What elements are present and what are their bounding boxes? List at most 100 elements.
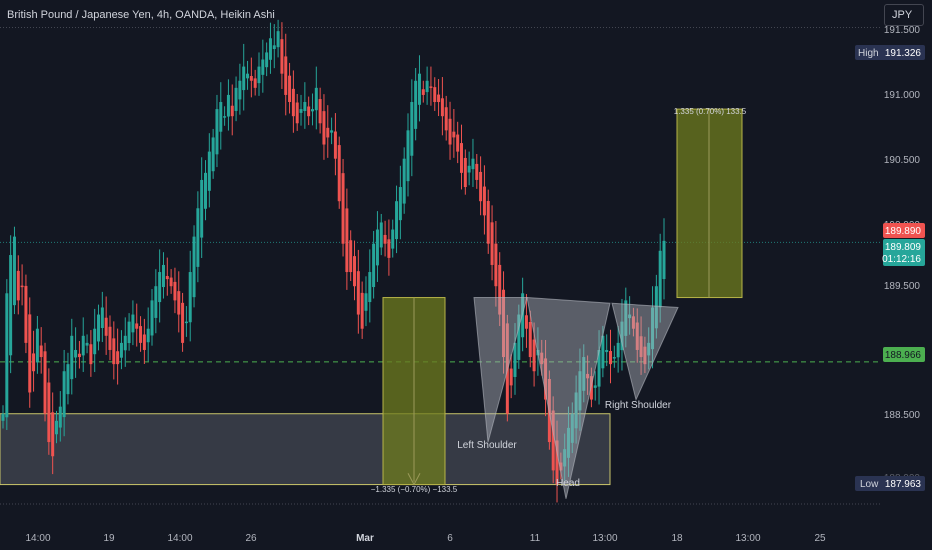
candle-body	[230, 105, 234, 117]
candle-body	[307, 106, 311, 117]
candle-body	[284, 56, 288, 95]
candle-body	[658, 250, 662, 308]
candle-body	[372, 243, 376, 288]
candle-body	[345, 208, 349, 273]
low-value: 187.963	[885, 479, 922, 490]
candle-body	[612, 357, 616, 359]
candle-body	[360, 292, 364, 329]
candle-body	[93, 328, 97, 355]
candle-body	[414, 80, 418, 129]
right-shoulder-triangle	[611, 302, 679, 402]
current-price-badge	[883, 239, 925, 266]
candle-body	[165, 276, 169, 280]
candle-body	[81, 335, 85, 356]
candle-body	[181, 302, 185, 343]
candle-body	[246, 73, 250, 79]
candle-body	[437, 94, 441, 103]
candle-body	[66, 364, 70, 395]
candle-body	[173, 281, 177, 301]
candle-body	[544, 358, 548, 400]
candle-body	[291, 88, 295, 117]
high-value: 191.326	[885, 48, 922, 59]
candle-body	[555, 440, 559, 485]
candle-body	[647, 342, 651, 356]
candle-body	[566, 427, 570, 458]
left-shoulder-label: Left Shoulder	[457, 440, 517, 451]
candle-body	[586, 373, 590, 379]
candle-body	[272, 45, 276, 50]
candle-body	[39, 345, 43, 358]
candle-body	[288, 75, 292, 103]
candle-body	[406, 130, 410, 182]
candle-body	[322, 111, 326, 145]
candle-body	[211, 137, 215, 172]
candle-body	[12, 236, 16, 306]
current-price-value: 189.809	[885, 242, 922, 253]
candle-body	[609, 351, 613, 365]
right-shoulder-label: Right Shoulder	[605, 400, 672, 411]
candle-body	[131, 314, 135, 333]
candle-body	[368, 272, 372, 303]
candle-body	[184, 321, 188, 324]
candle-body	[146, 328, 150, 343]
candle-body	[425, 80, 429, 93]
candle-body	[276, 31, 280, 48]
candle-body	[219, 102, 223, 132]
candle-body	[353, 256, 357, 287]
candle-body	[517, 314, 521, 360]
candle-body	[570, 413, 574, 443]
candle-body	[200, 179, 204, 238]
candle-body	[9, 255, 13, 356]
candle-body	[383, 234, 387, 244]
candle-body	[295, 102, 299, 124]
candle-body	[364, 293, 368, 311]
candle-body	[456, 134, 460, 152]
candle-body	[326, 127, 330, 138]
candle-body	[395, 201, 399, 240]
candle-body	[100, 307, 104, 329]
candle-body	[616, 342, 620, 358]
candle-body	[207, 151, 211, 191]
left-shoulder-triangle	[473, 297, 528, 443]
candle-body	[28, 314, 32, 393]
candle-body	[551, 410, 555, 471]
y-tick-label: 191.500	[884, 25, 921, 36]
candle-body	[475, 163, 479, 180]
candle-body	[631, 316, 635, 329]
candle-body	[58, 406, 62, 428]
candle-body	[467, 165, 471, 173]
candle-body	[513, 342, 517, 377]
candle-body	[192, 236, 196, 298]
y-tick-label: 189.500	[884, 281, 921, 292]
x-tick-label: 13:00	[735, 533, 760, 544]
candle-body	[196, 208, 200, 267]
candle-body	[444, 107, 448, 131]
candle-body	[234, 87, 238, 111]
long-measure-label: 1.335 (0.70%) 133.5	[674, 107, 747, 116]
short-measure-label: −1.335 (−0.70%) −133.5	[371, 485, 458, 494]
candle-body	[142, 334, 146, 350]
candle-body	[204, 172, 208, 209]
x-tick-label: 26	[245, 533, 257, 544]
candle-body	[43, 351, 47, 414]
x-tick-label: 14:00	[25, 533, 50, 544]
candle-body	[5, 293, 9, 418]
candle-body	[459, 143, 463, 173]
candle-body	[226, 94, 230, 117]
low-badge	[855, 476, 925, 491]
candle-body	[169, 277, 173, 287]
candle-body	[356, 271, 360, 315]
candle-countdown: 01:12:16	[882, 254, 921, 265]
candle-body	[494, 243, 498, 287]
y-tick-label: 190.500	[884, 155, 921, 166]
candle-body	[97, 314, 101, 342]
candle-body	[349, 240, 353, 273]
candle-body	[651, 307, 655, 350]
candle-body	[299, 109, 303, 113]
candle-body	[318, 99, 322, 124]
candle-body	[215, 109, 219, 155]
candle-body	[490, 222, 494, 265]
currency-selector[interactable]: JPY	[884, 4, 924, 26]
y-tick-label: 188.500	[884, 410, 921, 421]
